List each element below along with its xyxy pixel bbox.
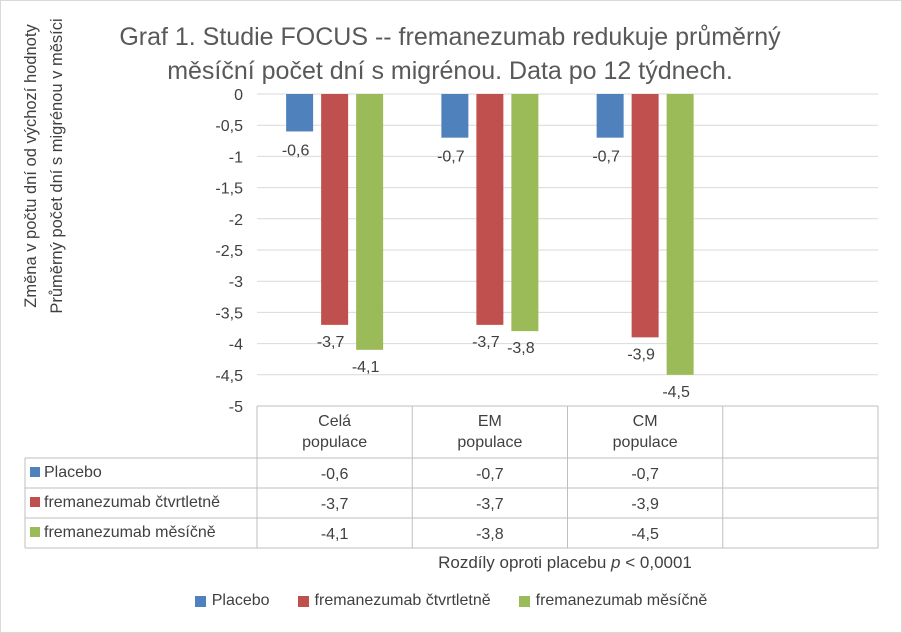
significance-note: Rozdíly oproti placebu p < 0,0001: [380, 553, 750, 573]
bar: [476, 94, 504, 325]
data-label: -3,7: [317, 334, 345, 351]
y-tick-label: -3,5: [215, 305, 243, 322]
table-value: -4,5: [631, 526, 659, 543]
y-tick-label: -5: [229, 399, 243, 416]
table-value: -3,7: [321, 496, 349, 513]
category-label: CM: [633, 413, 658, 430]
bar: [596, 94, 624, 138]
legend: Placebo fremanezumab čtvrtletně fremanezum…: [0, 592, 902, 612]
data-label: -4,1: [352, 359, 380, 376]
y-tick-label: -1,5: [215, 181, 243, 198]
table-legend-swatch: [30, 467, 40, 477]
data-label: -4,5: [662, 384, 690, 401]
y-tick-label: -0,5: [215, 118, 243, 135]
table-value: -0,7: [476, 466, 504, 483]
y-tick-label: -3: [229, 274, 243, 291]
data-label: -0,6: [282, 142, 310, 159]
y-tick-label: -1: [229, 149, 243, 166]
legend-item: Placebo: [194, 592, 270, 610]
data-label: -3,8: [507, 340, 535, 357]
category-label: populace: [457, 434, 522, 451]
bar: [356, 94, 384, 350]
y-tick-label: -2,5: [215, 243, 243, 260]
table-series-name: fremanezumab měsíčně: [44, 524, 216, 541]
table-legend-swatch: [30, 527, 40, 537]
table-value: -3,9: [631, 496, 659, 513]
legend-swatch: [194, 595, 206, 607]
table-value: -4,1: [321, 526, 349, 543]
bar: [321, 94, 349, 325]
y-tick-label: -2: [229, 212, 243, 229]
data-label: -3,7: [472, 334, 500, 351]
bar: [511, 94, 539, 332]
data-label: -0,7: [437, 149, 465, 166]
legend-label: fremanezumab měsíčně: [535, 592, 708, 609]
data-label: -3,9: [627, 346, 655, 363]
legend-label: Placebo: [211, 592, 270, 609]
legend-item: fremanezumab měsíčně: [518, 592, 708, 610]
legend-swatch: [297, 595, 309, 607]
legend-label: fremanezumab čtvrtletně: [314, 592, 491, 609]
table-value: -3,8: [476, 526, 504, 543]
bar: [666, 94, 694, 375]
bar: [631, 94, 659, 338]
category-label: Celá: [318, 413, 351, 430]
note-suffix: < 0,0001: [620, 553, 692, 572]
category-label: EM: [478, 413, 502, 430]
y-tick-label: -4,5: [215, 368, 243, 385]
legend-item: fremanezumab čtvrtletně: [297, 592, 491, 610]
note-p: p: [611, 553, 621, 572]
chart-title: Graf 1. Studie FOCUS -- fremanezumab red…: [119, 23, 781, 85]
category-label: populace: [302, 434, 367, 451]
data-label: -0,7: [592, 149, 620, 166]
table-series-name: Placebo: [44, 464, 102, 481]
legend-swatch: [518, 595, 530, 607]
y-tick-label: -4: [229, 337, 243, 354]
table-legend-swatch: [30, 497, 40, 507]
table-value: -3,7: [476, 496, 504, 513]
bar: [286, 94, 314, 132]
note-prefix: Rozdíly oproti placebu: [438, 553, 612, 572]
table-series-name: fremanezumab čtvrtletně: [44, 494, 220, 511]
bar: [441, 94, 469, 138]
y-tick-label: 0: [234, 87, 243, 104]
table-value: -0,7: [631, 466, 659, 483]
table-value: -0,6: [321, 466, 349, 483]
category-label: populace: [613, 434, 678, 451]
